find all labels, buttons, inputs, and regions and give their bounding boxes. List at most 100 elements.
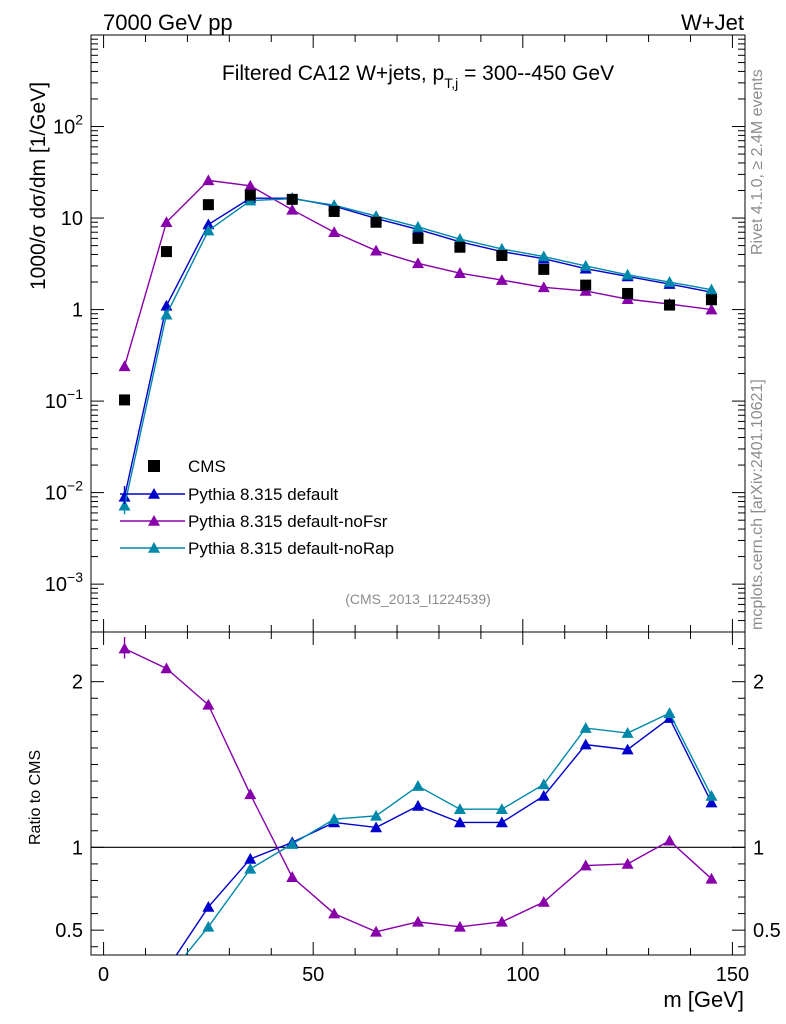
data-point xyxy=(580,279,592,291)
data-point xyxy=(119,394,131,406)
x-axis-label: m [GeV] xyxy=(663,987,744,1012)
legend-label: Pythia 8.315 default-noRap xyxy=(188,539,394,558)
legend-label: CMS xyxy=(188,457,226,476)
ratio-point xyxy=(202,698,215,710)
ratio-point xyxy=(495,803,508,815)
x-tick-label: 100 xyxy=(506,964,539,986)
ratio-point xyxy=(370,925,383,937)
data-point xyxy=(495,274,508,285)
data-point xyxy=(202,218,215,230)
ratio-tick-label-right: 0.5 xyxy=(753,920,781,942)
ratio-point xyxy=(370,809,383,821)
data-point xyxy=(118,360,131,372)
ratio-point xyxy=(328,907,341,919)
ratio-point xyxy=(663,834,676,846)
ratio-point xyxy=(705,872,718,884)
ratio-pythia-8-315-default xyxy=(119,712,718,1004)
ratio-point xyxy=(286,838,299,849)
analysis-id: (CMS_2013_I1224539) xyxy=(345,591,491,607)
ratio-point xyxy=(621,727,634,738)
data-point xyxy=(454,241,466,253)
ratio-tick-label: 1 xyxy=(72,837,83,859)
ratio-series xyxy=(118,636,718,1004)
x-tick-label: 50 xyxy=(302,964,324,986)
ratio-point xyxy=(537,789,550,801)
data-point xyxy=(705,303,718,315)
data-point xyxy=(663,276,676,287)
data-point xyxy=(538,263,550,275)
legend-item: Pythia 8.315 default-noFsr xyxy=(120,512,388,531)
ratio-point xyxy=(160,964,172,975)
data-point xyxy=(412,220,424,232)
ratio-point xyxy=(244,852,257,864)
series-pythia-8-315-default-norap xyxy=(118,192,718,511)
legend-item: CMS xyxy=(148,457,226,476)
data-point xyxy=(160,308,173,320)
ratio-point xyxy=(202,900,215,912)
ratio-point xyxy=(328,813,341,824)
data-point xyxy=(579,259,592,271)
data-point xyxy=(286,193,298,205)
ratio-point xyxy=(286,871,299,882)
ratio-point xyxy=(119,993,131,1004)
ratio-y-axis-label: Ratio to CMS xyxy=(27,750,44,845)
data-point xyxy=(705,283,718,295)
legend-item: Pythia 8.315 default xyxy=(120,485,339,504)
data-point xyxy=(328,205,340,217)
ratio-tick-label: 0.5 xyxy=(55,920,83,942)
y-tick-label: 10−2 xyxy=(45,478,83,505)
legend-marker xyxy=(148,515,160,526)
header-left: 7000 GeV pp xyxy=(103,10,233,35)
data-point xyxy=(244,189,256,201)
legend-label: Pythia 8.315 default xyxy=(188,485,339,504)
data-point xyxy=(496,249,508,261)
y-tick-label: 10−3 xyxy=(45,569,83,596)
ratio-point xyxy=(579,738,592,750)
legend-item: Pythia 8.315 default-noRap xyxy=(120,539,394,558)
ratio-point xyxy=(663,707,676,718)
ratio-point xyxy=(621,857,634,869)
y-tick-label: 102 xyxy=(53,112,83,139)
ratio-point xyxy=(202,920,215,932)
ratio-pythia-8-315-default-norap xyxy=(160,707,718,983)
x-tick-label: 150 xyxy=(716,964,749,986)
data-point xyxy=(621,268,634,280)
legend-marker xyxy=(148,542,160,553)
ratio-point xyxy=(160,972,172,983)
data-point xyxy=(412,257,424,269)
data-point xyxy=(202,224,215,236)
data-point xyxy=(664,299,676,311)
series-cms xyxy=(119,189,717,406)
y-axis-label: 1000/σ dσ/dm [1/GeV] xyxy=(27,82,50,290)
data-point xyxy=(453,233,466,244)
data-point xyxy=(370,244,383,256)
ratio-pythia-8-315-default-nofsr xyxy=(118,642,718,937)
data-point xyxy=(412,232,424,244)
ratio-point xyxy=(537,895,550,907)
ratio-point xyxy=(621,743,634,755)
ratio-tick-label-right: 2 xyxy=(753,672,764,694)
data-point xyxy=(202,174,215,186)
ratio-point xyxy=(579,722,592,733)
ratio-tick-label-right: 1 xyxy=(753,837,764,859)
data-point xyxy=(622,287,634,299)
header-right: W+Jet xyxy=(681,10,744,35)
ratio-point xyxy=(705,789,718,801)
chart-title: Filtered CA12 W+jets, pT,j = 300--450 Ge… xyxy=(222,62,614,91)
ratio-point xyxy=(453,920,466,932)
main-series xyxy=(118,174,718,515)
ratio-point xyxy=(370,821,383,833)
data-point xyxy=(328,226,341,238)
ratio-frame xyxy=(90,631,746,956)
x-tick-label: 0 xyxy=(98,964,109,986)
mcplots-label: mcplots.cern.ch [arXiv:2401.10621] xyxy=(749,379,766,630)
y-tick-label: 1 xyxy=(72,300,83,322)
legend-marker xyxy=(148,488,160,499)
ratio-point xyxy=(244,788,257,800)
ratio-point xyxy=(453,803,466,815)
rivet-label: Rivet 4.1.0, ≥ 2.4M events xyxy=(749,69,766,255)
ratio-point xyxy=(705,796,718,808)
ratio-point xyxy=(495,816,508,828)
